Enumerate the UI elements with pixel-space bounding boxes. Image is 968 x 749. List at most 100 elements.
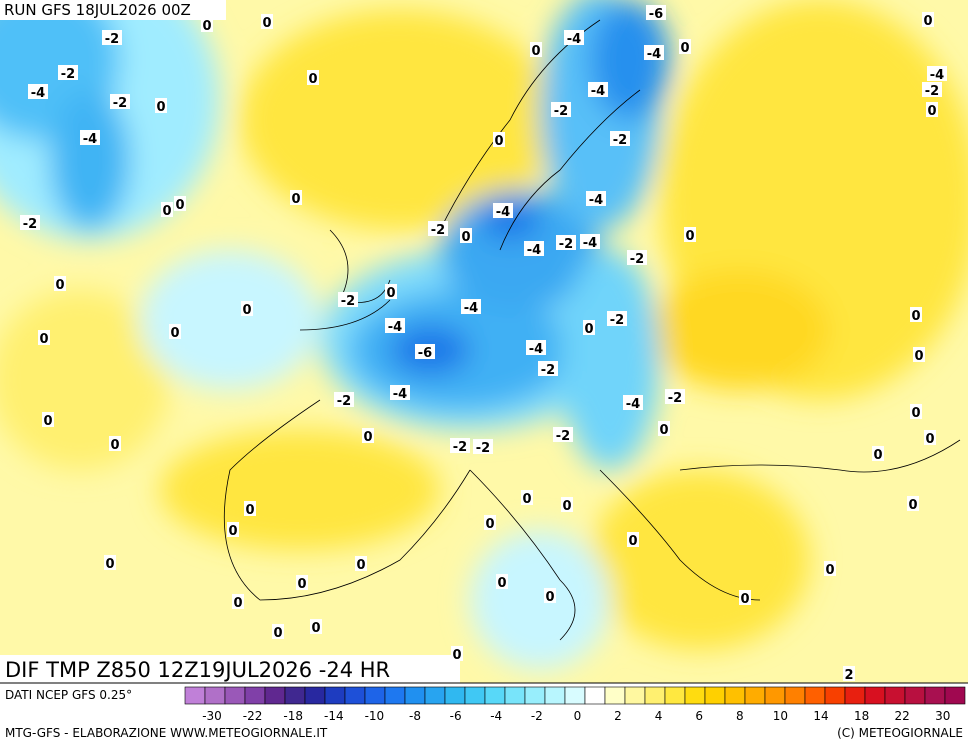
- contour-label-bg: [244, 501, 256, 516]
- contour-label: -2: [556, 429, 570, 444]
- contour-label: -4: [393, 387, 407, 402]
- contour-label: 2: [844, 668, 853, 683]
- colorbar-swatch: [384, 686, 406, 705]
- title-box: [0, 655, 460, 683]
- contour-label-bg: [521, 490, 533, 505]
- contour-label-bg: [924, 430, 936, 445]
- colorbar-swatch: [484, 686, 506, 705]
- colorbar-swatch: [684, 686, 706, 705]
- contour-label: 0: [911, 309, 920, 324]
- colorbar-swatch: [224, 686, 246, 705]
- colorbar-label: 30: [935, 709, 950, 723]
- colorbar-swatch: [724, 686, 746, 705]
- colorbar-swatch: [824, 686, 846, 705]
- contour-label: 0: [485, 517, 494, 532]
- contour-label-bg: [169, 324, 181, 339]
- contour-label-bg: [607, 311, 627, 326]
- contour-label-bg: [922, 12, 934, 27]
- contour-label: -2: [630, 252, 644, 267]
- colorbar-swatch: [584, 686, 606, 705]
- contour-label-bg: [58, 65, 78, 80]
- contour-label-bg: [623, 395, 643, 410]
- contour-label: 0: [356, 558, 365, 573]
- colorbar-swatch: [624, 686, 646, 705]
- contour-label-bg: [913, 347, 925, 362]
- contour-label: 0: [233, 596, 242, 611]
- contour-label-bg: [355, 556, 367, 571]
- contour-label-bg: [526, 340, 546, 355]
- contour-label: -4: [591, 84, 605, 99]
- contour-label: 0: [156, 100, 165, 115]
- colorbar-label: -10: [365, 709, 385, 723]
- colorbar-swatch: [404, 686, 426, 705]
- contour-label-bg: [658, 421, 670, 436]
- colorbar-swatch: [324, 686, 346, 705]
- contour-label: -2: [341, 294, 355, 309]
- colorbar-label: -30: [202, 709, 222, 723]
- data-source: DATI NCEP GFS 0.25°: [5, 688, 132, 702]
- contour-label: -2: [610, 313, 624, 328]
- colorbar-label: -2: [531, 709, 543, 723]
- contour-label: 0: [873, 448, 882, 463]
- colorbar-swatch: [504, 686, 526, 705]
- colorbar-label: 22: [895, 709, 910, 723]
- colorbar-swatch: [184, 686, 206, 705]
- contour-label-bg: [679, 39, 691, 54]
- contour-label: 0: [927, 104, 936, 119]
- contour-label-bg: [553, 427, 573, 442]
- contour-label: 0: [914, 349, 923, 364]
- colorbar-swatch: [564, 686, 586, 705]
- contour-label: 0: [242, 303, 251, 318]
- contour-label-bg: [580, 234, 600, 249]
- contour-label: -2: [554, 104, 568, 119]
- contour-label-bg: [927, 66, 947, 81]
- contour-label-bg: [174, 196, 186, 211]
- contour-label-bg: [460, 228, 472, 243]
- contour-label: -4: [589, 193, 603, 208]
- contour-label: -4: [464, 301, 478, 316]
- contour-label: 0: [531, 44, 540, 59]
- contour-label: -4: [567, 32, 581, 47]
- colorbar-label: -4: [490, 709, 502, 723]
- contour-label: -6: [649, 7, 663, 22]
- contour-label-bg: [450, 438, 470, 453]
- contour-label-bg: [907, 496, 919, 511]
- contour-label-bg: [583, 320, 595, 335]
- colorbar-label: 8: [736, 709, 744, 723]
- colorbar-label: 2: [614, 709, 622, 723]
- contour-label-bg: [362, 428, 374, 443]
- contour-label-bg: [20, 215, 40, 230]
- colorbar-label: 0: [574, 709, 582, 723]
- contour-label: 0: [659, 423, 668, 438]
- contour-label-bg: [307, 70, 319, 85]
- colorbar-swatch: [744, 686, 766, 705]
- contour-label: -2: [431, 223, 445, 238]
- contour-label-bg: [544, 588, 556, 603]
- contour-label: 0: [628, 534, 637, 549]
- contour-label: 0: [545, 590, 554, 605]
- contour-label: 0: [311, 621, 320, 636]
- contour-label-bg: [241, 301, 253, 316]
- contour-label-bg: [102, 30, 122, 45]
- contour-label: -2: [668, 391, 682, 406]
- contour-label-bg: [922, 82, 942, 97]
- contour-label: 0: [497, 576, 506, 591]
- field: [0, 0, 968, 683]
- contour-label-bg: [564, 30, 584, 45]
- contour-label: 0: [584, 322, 593, 337]
- contour-label: -2: [541, 363, 555, 378]
- colorbar-label: 10: [773, 709, 788, 723]
- colorbar-swatch: [844, 686, 866, 705]
- contour-label: 0: [228, 524, 237, 539]
- contour-label: -2: [23, 217, 37, 232]
- contour-label: -2: [925, 84, 939, 99]
- contour-label: -4: [496, 205, 510, 220]
- contour-label: 0: [55, 278, 64, 293]
- contour-label-bg: [910, 404, 922, 419]
- contour-label-bg: [910, 307, 922, 322]
- colorbar-swatch: [364, 686, 386, 705]
- footer-left: MTG-GFS - ELABORAZIONE WWW.METEOGIORNALE…: [5, 726, 328, 740]
- contour-label-bg: [586, 191, 606, 206]
